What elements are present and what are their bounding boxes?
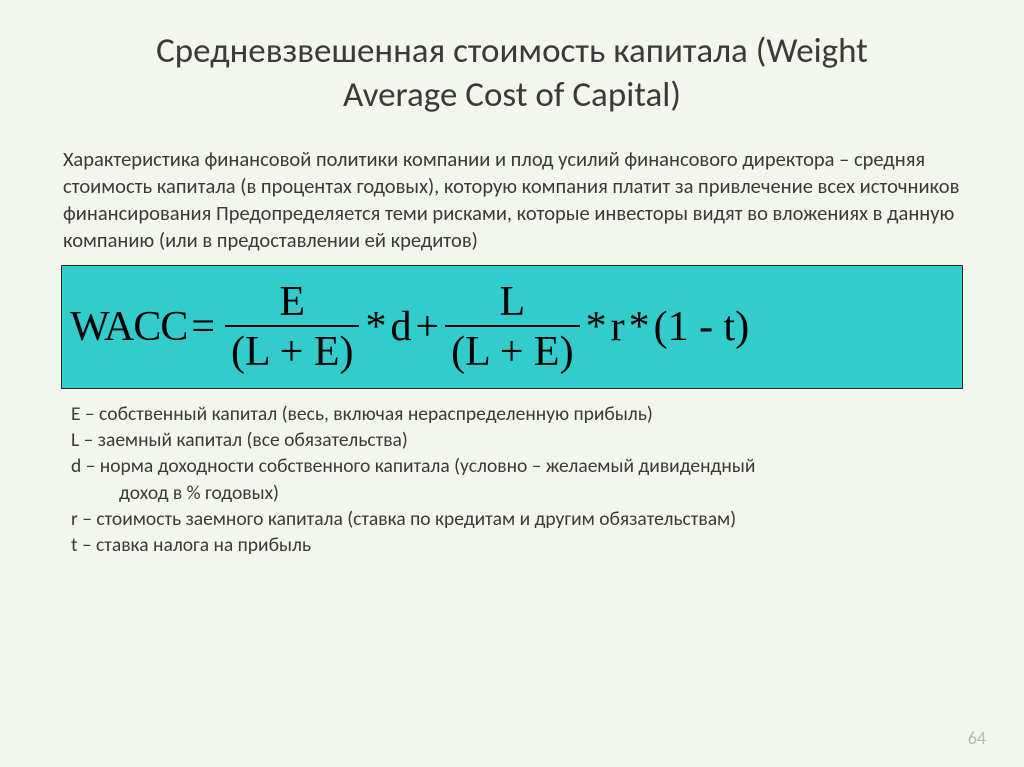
legend-d-cont: доход в % годовых)	[71, 480, 961, 506]
tail-term: (1 - t)	[654, 303, 750, 351]
plus-op: +	[415, 303, 439, 351]
page-number: 64	[968, 727, 986, 749]
frac2-denominator: (L + E)	[445, 325, 579, 374]
legend-t: t – ставка налога на прибыль	[71, 532, 961, 558]
frac1-denominator: (L + E)	[225, 325, 359, 374]
formula-lhs: WACC	[70, 303, 187, 351]
fraction-2: L (L + E)	[445, 280, 579, 374]
slide-title: Средневзвешенная стоимость капитала (Wei…	[55, 30, 969, 118]
equals-sign: =	[191, 303, 215, 351]
star-op-1: *	[365, 303, 386, 351]
legend-r: r – стоимость заемного капитала (ставка …	[71, 506, 961, 532]
description-paragraph: Характеристика финансовой политики компа…	[55, 146, 969, 255]
star-op-2: *	[586, 303, 607, 351]
legend-list: E – собственный капитал (весь, включая н…	[55, 399, 969, 559]
legend-e: E – собственный капитал (весь, включая н…	[71, 401, 961, 427]
legend-d: d – норма доходности собственного капита…	[71, 453, 961, 479]
legend-l: L – заемный капитал (все обязательства)	[71, 427, 961, 453]
var-r: r	[611, 303, 625, 351]
frac2-numerator: L	[494, 280, 532, 325]
frac1-numerator: E	[273, 280, 311, 325]
wacc-formula-box: WACC = E (L + E) * d + L (L + E) * r * (…	[61, 265, 963, 389]
fraction-1: E (L + E)	[225, 280, 359, 374]
var-d: d	[390, 303, 411, 351]
star-op-3: *	[629, 303, 650, 351]
